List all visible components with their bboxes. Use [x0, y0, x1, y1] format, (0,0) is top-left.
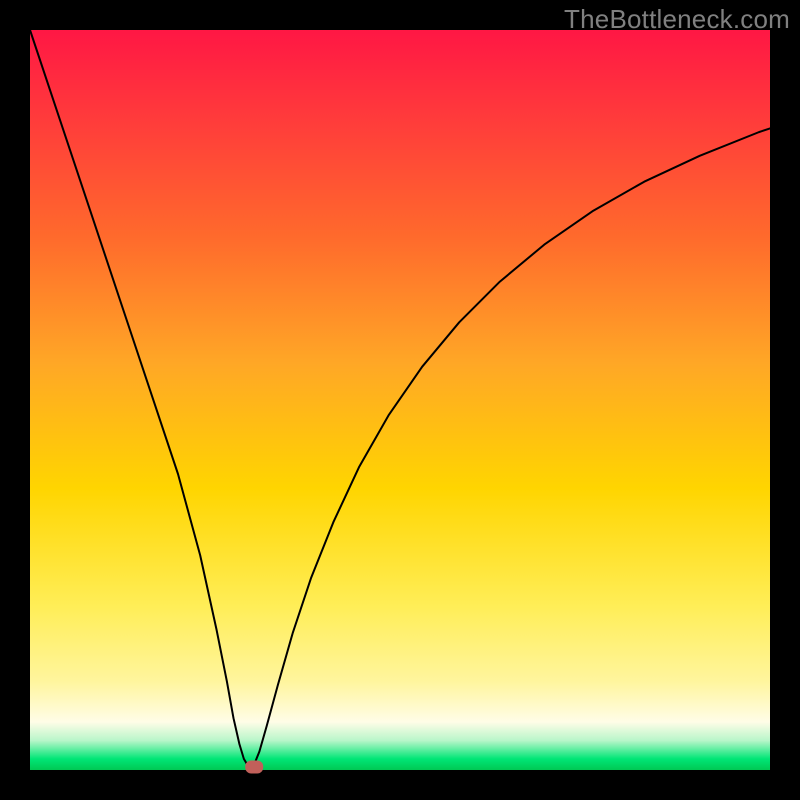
chart-frame: TheBottleneck.com: [0, 0, 800, 800]
optimal-point-marker: [245, 761, 263, 774]
bottleneck-chart-svg: [0, 0, 800, 800]
watermark-text: TheBottleneck.com: [564, 4, 790, 35]
